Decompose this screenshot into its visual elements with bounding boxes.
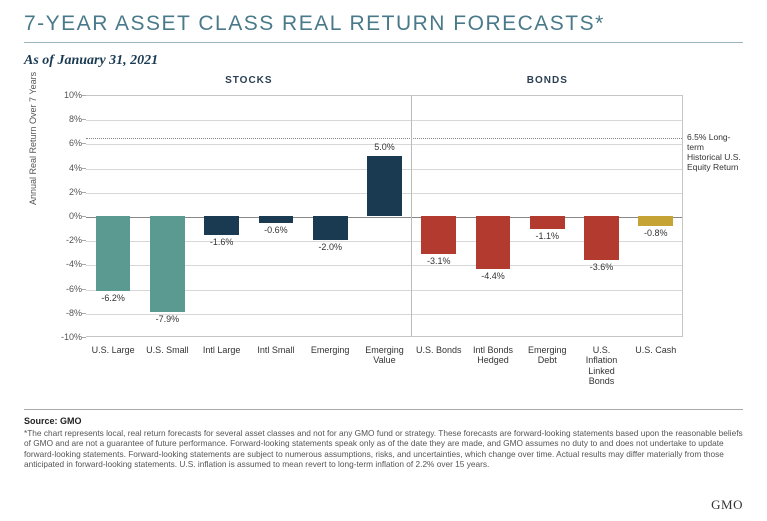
bar bbox=[638, 216, 673, 226]
ytick-label: 8% bbox=[58, 114, 82, 124]
xaxis-label: Intl Large bbox=[195, 341, 249, 395]
xaxis-label: U.S. Inflation Linked Bonds bbox=[574, 341, 628, 395]
ytick-label: -6% bbox=[58, 284, 82, 294]
xaxis-labels: U.S. LargeU.S. SmallIntl LargeIntl Small… bbox=[86, 341, 683, 395]
bar-value-label: -0.8% bbox=[629, 228, 683, 238]
bar-value-label: -7.9% bbox=[140, 314, 194, 324]
xaxis-label: Intl Small bbox=[249, 341, 303, 395]
bar-slot: -6.2% bbox=[86, 95, 140, 337]
chart-area: STOCKSBONDS Annual Real Return Over 7 Ye… bbox=[24, 75, 743, 395]
ytick-label: 6% bbox=[58, 138, 82, 148]
bar-value-label: -1.6% bbox=[195, 237, 249, 247]
bar-value-label: -3.1% bbox=[412, 256, 466, 266]
bar bbox=[530, 216, 565, 229]
bar-slot: -1.1% bbox=[520, 95, 574, 337]
xaxis-label: Emerging Value bbox=[357, 341, 411, 395]
bar bbox=[476, 216, 511, 269]
bar bbox=[421, 216, 456, 254]
bar-slot: -4.4% bbox=[466, 95, 520, 337]
footnote-block: Source: GMO *The chart represents local,… bbox=[24, 409, 743, 469]
ytick-label: 10% bbox=[58, 90, 82, 100]
ytick-label: -2% bbox=[58, 235, 82, 245]
xaxis-label: Emerging bbox=[303, 341, 357, 395]
bar bbox=[367, 156, 402, 217]
asof-date: As of January 31, 2021 bbox=[24, 53, 743, 69]
yaxis-label: Annual Real Return Over 7 Years bbox=[28, 72, 38, 205]
bar bbox=[96, 216, 131, 291]
bar-slot: -0.8% bbox=[629, 95, 683, 337]
xaxis-label: Emerging Debt bbox=[520, 341, 574, 395]
group-label: STOCKS bbox=[86, 75, 412, 93]
bar-value-label: -2.0% bbox=[303, 242, 357, 252]
bar bbox=[313, 216, 348, 240]
bar-slot: -7.9% bbox=[140, 95, 194, 337]
ytick-label: -10% bbox=[58, 332, 82, 342]
bar bbox=[150, 216, 185, 312]
xaxis-label: U.S. Bonds bbox=[412, 341, 466, 395]
ytick-label: -8% bbox=[58, 308, 82, 318]
bar-slot: -3.6% bbox=[574, 95, 628, 337]
bar-slot: -0.6% bbox=[249, 95, 303, 337]
bar bbox=[204, 216, 239, 235]
bar-value-label: 5.0% bbox=[357, 142, 411, 152]
bars-container: -6.2% -7.9% -1.6%-0.6%-2.0% 5.0% -3.1%-4.4% -… bbox=[86, 95, 683, 337]
xaxis-label: U.S. Small bbox=[140, 341, 194, 395]
source-line: Source: GMO bbox=[24, 416, 743, 426]
footnote-text: *The chart represents local, real return… bbox=[24, 428, 743, 469]
bar-value-label: -3.6% bbox=[574, 262, 628, 272]
xaxis-label: Intl Bonds Hedged bbox=[466, 341, 520, 395]
bar-slot: -1.6% bbox=[195, 95, 249, 337]
bar bbox=[259, 216, 294, 223]
ytick-label: -4% bbox=[58, 259, 82, 269]
group-label: BONDS bbox=[412, 75, 683, 93]
bar-slot: -3.1% bbox=[412, 95, 466, 337]
bar bbox=[584, 216, 619, 260]
ytick-label: 4% bbox=[58, 163, 82, 173]
bar-slot: -2.0% bbox=[303, 95, 357, 337]
xaxis-label: U.S. Cash bbox=[629, 341, 683, 395]
bar-value-label: -4.4% bbox=[466, 271, 520, 281]
bar-value-label: -0.6% bbox=[249, 225, 303, 235]
logo: GMO bbox=[711, 497, 743, 513]
group-labels-row: STOCKSBONDS bbox=[86, 75, 683, 93]
reference-label: 6.5% Long-term Historical U.S. Equity Re… bbox=[687, 133, 741, 172]
xaxis-label: U.S. Large bbox=[86, 341, 140, 395]
bar-slot: 5.0% bbox=[357, 95, 411, 337]
chart-title: 7-YEAR ASSET CLASS REAL RETURN FORECASTS… bbox=[24, 12, 743, 42]
bar-value-label: -6.2% bbox=[86, 293, 140, 303]
ytick-label: 2% bbox=[58, 187, 82, 197]
ytick-label: 0% bbox=[58, 211, 82, 221]
title-rule bbox=[24, 42, 743, 43]
bar-value-label: -1.1% bbox=[520, 231, 574, 241]
